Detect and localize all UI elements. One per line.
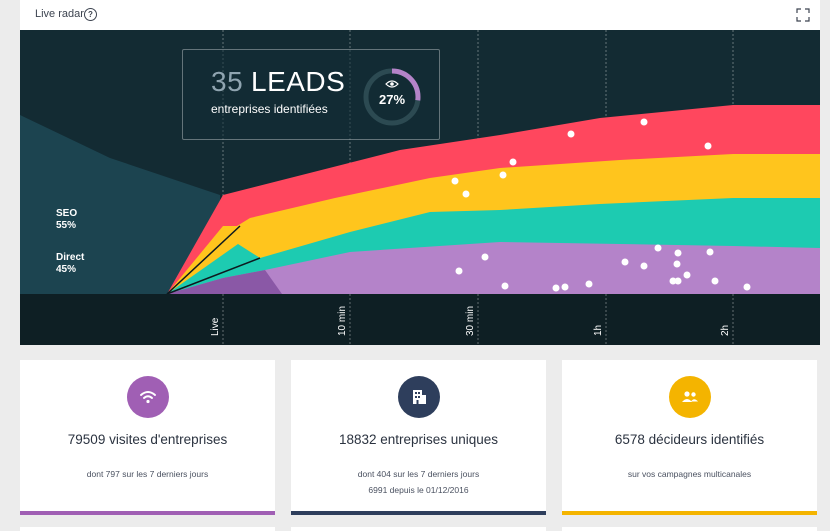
percent-gauge: 27%	[361, 66, 423, 128]
history-wedge	[20, 115, 220, 294]
lead-dot	[640, 262, 648, 270]
lead-dot	[621, 258, 629, 266]
next-card-edge	[562, 527, 817, 531]
lead-dot	[509, 158, 517, 166]
lead-dot	[711, 277, 719, 285]
boundary-line	[166, 257, 261, 295]
lead-dot	[585, 280, 593, 288]
lead-dot	[552, 284, 560, 292]
card-icon-circle	[398, 376, 440, 418]
x-tick-2h: 2h	[720, 325, 731, 336]
lead-dot	[499, 171, 507, 179]
radar-title: Live radar	[35, 8, 84, 20]
card-companies: 18832 entreprises uniques dont 404 sur l…	[291, 360, 546, 515]
lead-dots	[451, 118, 751, 292]
card-subtitle: sur vos campagnes multicanales	[562, 466, 817, 482]
radar-chart: Live 10 min 30 min 1h 2h	[20, 30, 820, 345]
leads-box: 35 LEADS entreprises identifiées 27%	[182, 49, 440, 140]
card-subtitle: dont 797 sur les 7 derniers jours	[20, 466, 275, 482]
lead-dot	[462, 190, 470, 198]
axis-strip	[20, 294, 820, 345]
x-tick-10min: 10 min	[337, 306, 348, 336]
segment-label-seo: SEO 55%	[56, 208, 77, 232]
segment-label-direct: Direct 45%	[56, 252, 84, 276]
card-title: 18832 entreprises uniques	[338, 432, 499, 447]
lead-dot	[743, 283, 751, 291]
next-card-edge	[20, 527, 275, 531]
area-violet-dark	[167, 270, 282, 294]
card-subtitle-line: sur vos campagnes multicanales	[627, 469, 752, 479]
card-visits: 79509 visites d'entreprises dont 797 sur…	[20, 360, 275, 515]
card-icon-circle	[127, 376, 169, 418]
people-icon	[682, 391, 698, 402]
lead-dot	[654, 244, 662, 252]
lead-dot	[669, 277, 677, 285]
card-subtitle-line: dont 797 sur les 7 derniers jours	[86, 469, 209, 479]
lead-dot	[706, 248, 714, 256]
lead-dot	[455, 267, 463, 275]
area-violet	[167, 242, 820, 294]
lead-dot	[481, 253, 489, 261]
lead-dot	[674, 277, 682, 285]
segment-pct: 55%	[56, 220, 77, 231]
eye-icon	[385, 80, 399, 88]
boundary-line	[166, 225, 241, 295]
card-decision-makers: 6578 décideurs identifiés sur vos campag…	[562, 360, 817, 515]
leads-label: LEADS	[251, 66, 346, 97]
next-card-edge	[291, 527, 546, 531]
lead-dot	[567, 130, 575, 138]
card-accent-bar	[20, 511, 275, 515]
card-subtitle-line: dont 404 sur les 7 derniers jours	[357, 469, 480, 479]
x-tick-1h: 1h	[593, 325, 604, 336]
card-accent-bar	[291, 511, 546, 515]
segment-pct: 45%	[56, 264, 77, 275]
building-icon	[413, 390, 426, 404]
lead-dot	[640, 118, 648, 126]
gauge-arc	[363, 68, 421, 126]
card-title: 6578 décideurs identifiés	[614, 432, 765, 447]
card-title: 79509 visites d'entreprises	[67, 432, 228, 447]
wifi-icon	[140, 391, 156, 404]
x-tick-30min: 30 min	[465, 306, 476, 336]
card-icon-circle	[669, 376, 711, 418]
percent-label: 27%	[378, 92, 406, 107]
lead-dot	[674, 249, 682, 257]
lead-dot	[561, 283, 569, 291]
x-tick-live: Live	[210, 317, 221, 336]
lead-dot	[673, 260, 681, 268]
lead-dot	[501, 282, 509, 290]
leads-count: 35	[211, 66, 244, 97]
leads-subtitle: entreprises identifiées	[211, 102, 328, 116]
lead-dot	[451, 177, 459, 185]
segment-name: SEO	[56, 208, 78, 219]
card-subtitle-line: 6991 depuis le 01/12/2016	[368, 485, 469, 495]
lead-dot	[683, 271, 691, 279]
segment-name: Direct	[56, 252, 85, 263]
card-subtitle: dont 404 sur les 7 derniers jours 6991 d…	[291, 466, 546, 498]
help-icon[interactable]: ?	[84, 8, 97, 21]
lead-dot	[704, 142, 712, 150]
live-radar-panel: Live radar ?	[20, 0, 820, 345]
card-accent-bar	[562, 511, 817, 515]
expand-icon[interactable]	[796, 8, 810, 22]
radar-header: Live radar ?	[20, 0, 820, 30]
